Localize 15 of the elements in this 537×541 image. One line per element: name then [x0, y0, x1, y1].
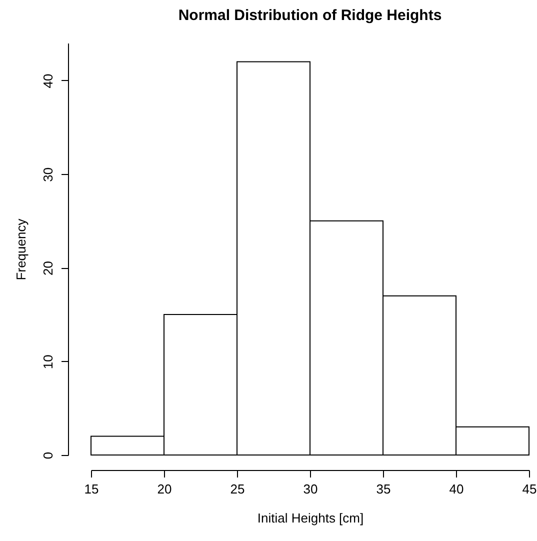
x-tick-label: 35: [376, 482, 391, 496]
y-tick-label: 20: [40, 260, 56, 276]
y-tick-label: 40: [40, 74, 56, 88]
y-tick-label: 30: [40, 167, 56, 182]
y-tick-label: 10: [40, 354, 56, 370]
x-tick-label: 20: [157, 482, 172, 496]
x-axis-title: Initial Heights [cm]: [257, 510, 364, 526]
x-tick-label: 15: [84, 482, 99, 496]
x-tick-label: 25: [230, 482, 245, 496]
y-tick-label: 0: [40, 452, 56, 460]
x-tick-label: 30: [303, 482, 318, 496]
x-tick-label: 45: [522, 482, 537, 496]
y-axis-title: Frequency: [14, 218, 28, 280]
chart-title: Normal Distribution of Ridge Heights: [178, 7, 442, 24]
x-tick-label: 40: [449, 482, 464, 496]
